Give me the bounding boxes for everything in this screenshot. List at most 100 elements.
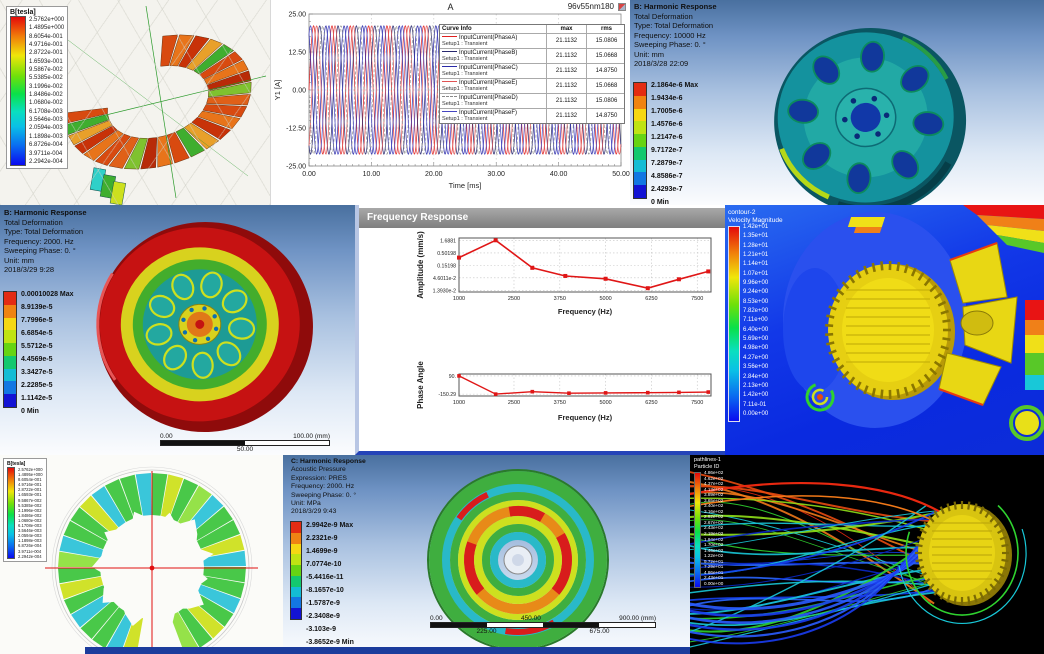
info-line: Total Deformation	[634, 11, 693, 21]
legend-value: 3.1996e-002	[18, 507, 42, 513]
legend-value: 2.4293e-7	[651, 186, 683, 193]
legend-value: 2.13e+00	[743, 382, 769, 389]
legend-value: 1.4699e-9	[306, 548, 338, 555]
ruler-label: 0.00	[160, 433, 173, 440]
curve-info-table[interactable]: Curve Info max rms InputCurrent(PhaseA) Setu…	[439, 24, 625, 124]
window-titlebar[interactable]: Frequency Response	[359, 208, 725, 228]
table-row[interactable]: InputCurrent(PhaseC) Setup1 : Transient 21…	[440, 63, 624, 78]
legend-value: 2.2321e-9	[306, 535, 338, 542]
deformation-legend: 2.1864e-6 Max 1.9434e-6 1.7005e-6 1.4576e-6…	[633, 82, 698, 205]
legend-value: 7.7996e-5	[21, 317, 53, 324]
info-line: Acoustic Pressure	[291, 466, 346, 474]
info-line: Total Deformation	[4, 217, 63, 227]
legend-value: 7.82e+00	[743, 308, 769, 315]
svg-text:20.00: 20.00	[425, 171, 443, 178]
legend-value: 9.5867e-002	[29, 67, 63, 74]
legend-value: 2.5762e+000	[29, 17, 65, 23]
legend-value: -2.3408e-9	[306, 613, 340, 620]
legend-values: 2.9942e-9 Max 2.2321e-9 1.4699e-9 7.0774e-1…	[306, 519, 354, 649]
ruler-label: 675.00	[589, 628, 610, 635]
legend-value: 8.53e+00	[743, 298, 769, 305]
legend-title-line: Velocity Magnitude	[728, 216, 783, 224]
table-row[interactable]: InputCurrent(PhaseA) Setup1 : Transient 21…	[440, 33, 624, 48]
colorband	[4, 394, 16, 408]
series-rms: 14.8750	[586, 109, 626, 123]
svg-text:0.00: 0.00	[302, 171, 316, 178]
series-max: 21.1132	[546, 109, 586, 123]
table-row[interactable]: InputCurrent(PhaseE) Setup1 : Transient 21…	[440, 78, 624, 93]
plot-window-icon[interactable]	[618, 3, 626, 11]
series-rms: 15.0668	[586, 79, 626, 93]
series-color-swatch	[442, 81, 457, 82]
info-line: Expression: PRES	[291, 474, 347, 482]
series-rms: 15.0668	[586, 49, 626, 63]
colorband	[634, 121, 646, 135]
analysis-info: C: Harmonic Response Acoustic Pressure Exp…	[291, 458, 366, 517]
legend-value: 1.22e+02	[704, 553, 724, 559]
legend-value: 7.29e+01	[704, 564, 724, 570]
legend-value: 2.9942e-9 Max	[306, 522, 354, 529]
legend-value: -1.5787e-9	[306, 600, 340, 607]
series-rms: 14.8750	[586, 64, 626, 78]
svg-text:Frequency (Hz): Frequency (Hz)	[558, 307, 613, 316]
deformation-legend: 0.00010028 Max 8.9139e-5 7.7996e-5 6.6854e-…	[3, 291, 74, 418]
series-color-swatch	[442, 111, 457, 112]
colorband	[4, 292, 16, 305]
legend-value: 6.1708e-003	[18, 523, 42, 529]
legend-value: 4.98e+00	[743, 345, 769, 352]
series-max: 21.1132	[546, 49, 586, 63]
legend-title: B[tesla]	[7, 461, 26, 467]
legend-value: 4.86e+01	[704, 569, 724, 575]
legend-value: 2.8722e-001	[29, 50, 63, 57]
svg-text:2500: 2500	[508, 296, 520, 302]
colorband	[634, 95, 646, 109]
wheel-render-red	[96, 221, 313, 433]
info-line: Frequency: 2000. Hz	[291, 483, 355, 491]
table-row[interactable]: InputCurrent(PhaseD) Setup1 : Transient 21…	[440, 93, 624, 108]
series-color-swatch	[442, 51, 457, 52]
svg-text:1000: 1000	[453, 296, 465, 302]
table-header: max	[546, 25, 586, 33]
legend-title-line: contour-2	[728, 209, 756, 216]
legend-value: 5.5385e-002	[29, 75, 63, 82]
panel-harmonic-wheel-red: B: Harmonic Response Total Deformation Typ…	[0, 205, 355, 455]
legend-value: 2.43e+01	[704, 575, 724, 581]
legend-value: 2.92e+02	[704, 514, 724, 520]
legend-value: 2.2285e-5	[21, 382, 53, 389]
legend-value: 3.56e+00	[743, 364, 769, 371]
colorband	[634, 83, 646, 96]
legend-values: 1.42e+01 1.35e+01 1.28e+01 1.21e+01 1.14e+01…	[743, 223, 768, 422]
series-color-swatch	[442, 36, 457, 37]
legend-value: 5.5385e-002	[18, 502, 42, 508]
svg-text:50.00: 50.00	[612, 171, 630, 178]
model-name-label: 96v55nm180	[567, 2, 614, 11]
svg-text:0.15198: 0.15198	[437, 263, 456, 269]
legend-value: 4.86e+02	[704, 470, 724, 475]
info-line: 2018/3/29 9:28	[4, 265, 55, 274]
colorband	[291, 543, 301, 555]
field-colorbar-legend: B[tesla] 2.5762e+000 1.4895e+000 8.6054e-0…	[6, 6, 69, 170]
colorbar	[694, 472, 701, 588]
svg-text:0.00: 0.00	[292, 88, 306, 95]
svg-text:7500: 7500	[691, 296, 703, 302]
table-row[interactable]: InputCurrent(PhaseF) Setup1 : Transient 21…	[440, 108, 624, 123]
table-header: Curve Info	[442, 26, 472, 32]
legend-value: 3.1996e-002	[29, 83, 63, 90]
svg-text:1000: 1000	[453, 400, 465, 406]
legend-value: 1.4895e+000	[29, 25, 65, 32]
legend-value: 1.07e+01	[743, 270, 769, 277]
panel-frequency-response: Frequency Response 1.6881 0.50198 0.15198 4…	[355, 205, 725, 455]
legend-value: 2.1864e-6 Max	[651, 82, 699, 89]
legend-value: 8.9139e-5	[21, 304, 53, 311]
legend-value: 5.5712e-5	[21, 343, 53, 350]
table-row[interactable]: InputCurrent(PhaseB) Setup1 : Transient 21…	[440, 48, 624, 63]
ruler-bar	[160, 440, 330, 446]
colorband	[634, 172, 646, 186]
svg-text:4.6011e-2: 4.6011e-2	[433, 276, 456, 282]
legend-value: 2.2942e-004	[29, 158, 63, 165]
svg-text:Y1 [A]: Y1 [A]	[273, 80, 282, 100]
legend-value: 9.7172e-7	[651, 147, 683, 154]
colorband	[4, 330, 16, 344]
colorband	[4, 368, 16, 382]
legend-value: 1.9434e-6	[651, 95, 683, 102]
